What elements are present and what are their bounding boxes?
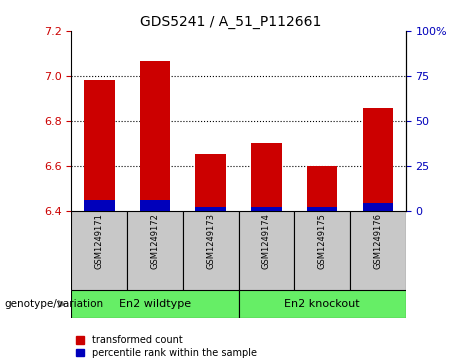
Text: En2 wildtype: En2 wildtype: [119, 299, 191, 309]
Text: En2 knockout: En2 knockout: [284, 299, 360, 309]
Legend: transformed count, percentile rank within the sample: transformed count, percentile rank withi…: [77, 335, 257, 358]
Text: GDS5241 / A_51_P112661: GDS5241 / A_51_P112661: [140, 15, 321, 29]
Bar: [195, 207, 226, 211]
Text: genotype/variation: genotype/variation: [5, 299, 104, 309]
Bar: [195, 154, 226, 211]
Bar: [140, 200, 170, 211]
Bar: [362, 203, 393, 211]
Bar: [84, 200, 115, 211]
Bar: [251, 143, 282, 211]
Bar: [71, 290, 239, 318]
Text: GSM1249172: GSM1249172: [150, 213, 160, 269]
Bar: [238, 211, 294, 290]
Bar: [294, 211, 350, 290]
Bar: [307, 207, 337, 211]
Text: GSM1249176: GSM1249176: [373, 213, 382, 269]
Bar: [71, 211, 127, 290]
Bar: [238, 290, 406, 318]
Bar: [350, 211, 406, 290]
Bar: [127, 211, 183, 290]
Bar: [307, 166, 337, 211]
Bar: [183, 211, 238, 290]
Text: GSM1249174: GSM1249174: [262, 213, 271, 269]
Text: GSM1249173: GSM1249173: [206, 213, 215, 269]
Bar: [140, 61, 170, 211]
Bar: [362, 108, 393, 211]
Bar: [251, 207, 282, 211]
Bar: [84, 80, 115, 211]
Text: GSM1249175: GSM1249175: [318, 213, 327, 269]
Text: GSM1249171: GSM1249171: [95, 213, 104, 269]
